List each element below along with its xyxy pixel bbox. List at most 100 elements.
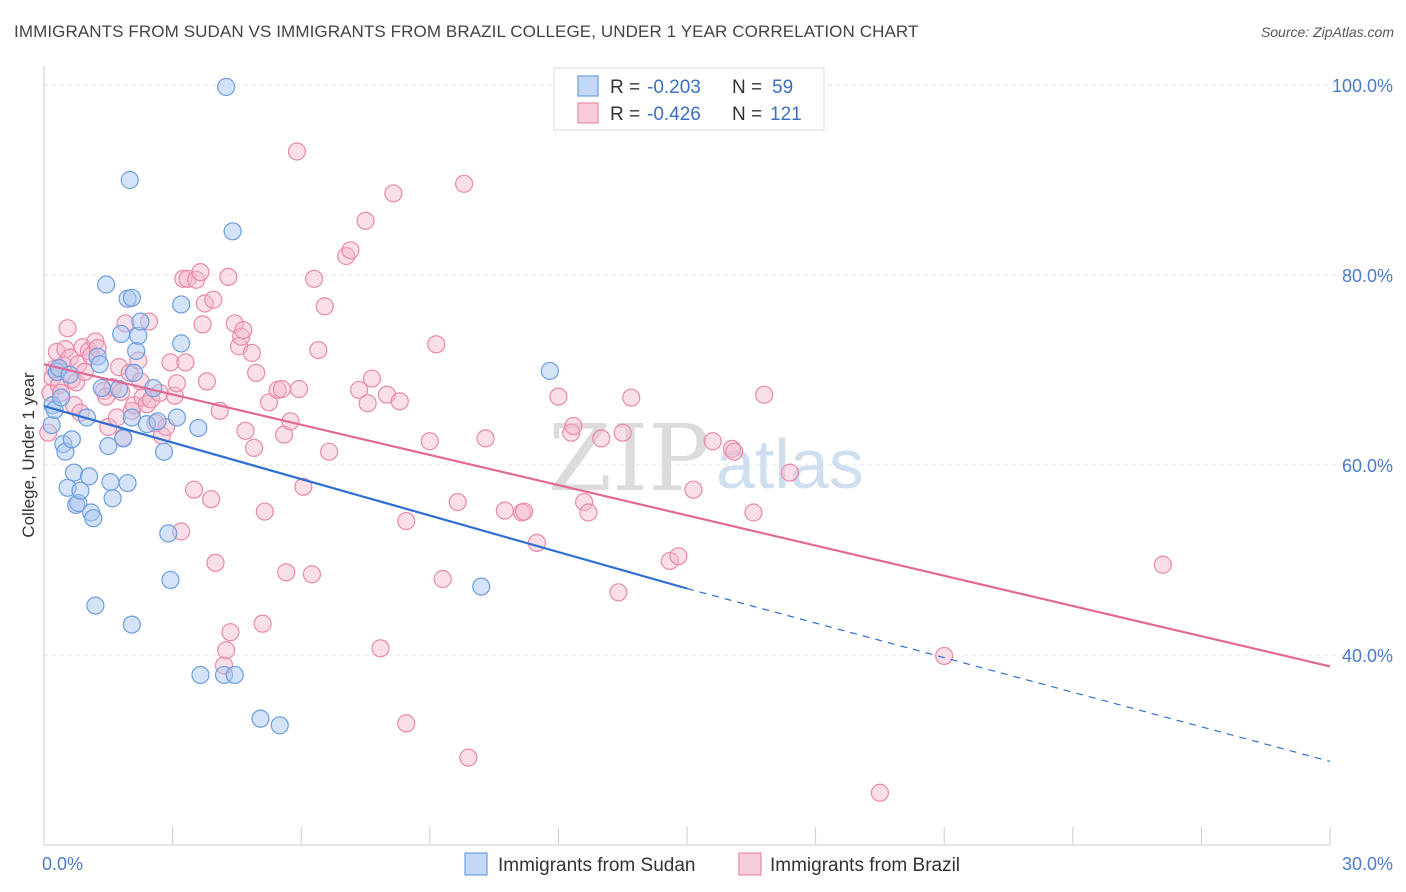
data-point-brazil [669, 547, 688, 566]
data-point-sudan [109, 379, 129, 399]
data-point-brazil [195, 294, 214, 313]
data-point-brazil [304, 269, 324, 288]
data-point-brazil [255, 502, 274, 521]
data-point-brazil [564, 416, 583, 436]
y-tick-label: 40.0% [1342, 646, 1393, 666]
data-point-brazil [197, 372, 216, 391]
data-point-brazil [277, 563, 296, 582]
data-point-brazil [755, 385, 774, 404]
data-point-brazil [780, 463, 799, 482]
data-point-brazil [684, 480, 703, 499]
trendline-sudan [43, 405, 688, 590]
data-point-brazil [217, 641, 236, 660]
data-point-sudan [154, 442, 174, 461]
legend-bottom-label-brazil: Immigrants from Brazil [770, 855, 960, 876]
data-point-brazil [161, 353, 180, 372]
data-point-sudan [97, 275, 116, 294]
data-point-brazil [515, 502, 534, 521]
data-point-brazil [454, 174, 474, 193]
data-point-sudan [172, 295, 191, 314]
trendlines [43, 363, 1331, 762]
data-point-brazil [703, 432, 722, 451]
data-point-brazil [562, 423, 581, 442]
data-point-brazil [935, 646, 954, 666]
data-point-brazil [315, 297, 334, 316]
data-point-sudan [122, 408, 141, 427]
legend-swatch-brazil [577, 102, 599, 124]
trendline-sudan-extension [686, 587, 1331, 762]
data-point-sudan [540, 361, 559, 381]
data-point-brazil [384, 184, 403, 203]
x-tick-label: 30.0% [1342, 854, 1393, 874]
chart-source: Source: ZipAtlas.com [1260, 24, 1394, 40]
data-point-sudan [124, 363, 144, 382]
data-point-brazil [575, 492, 594, 512]
legend-r-label: R = [610, 77, 640, 98]
data-point-brazil [191, 263, 210, 282]
data-point-brazil [289, 379, 309, 399]
data-point-brazil [247, 363, 266, 382]
data-point-brazil [397, 511, 416, 531]
data-point-brazil [397, 714, 416, 733]
data-point-sudan [120, 170, 139, 190]
data-point-brazil [234, 321, 253, 340]
data-point-brazil [722, 439, 742, 458]
data-point-brazil [613, 423, 632, 442]
data-point-brazil [302, 565, 322, 584]
data-point-sudan [148, 412, 167, 431]
data-point-brazil [744, 503, 763, 522]
data-point-brazil [448, 492, 467, 512]
y-tick-label: 100.0% [1332, 76, 1393, 96]
data-point-sudan [114, 429, 133, 448]
data-point-brazil [592, 429, 611, 448]
y-tick-label: 60.0% [1342, 456, 1393, 476]
data-point-sudan [103, 489, 122, 508]
data-point-sudan [131, 312, 150, 331]
data-point-brazil [259, 393, 279, 412]
trendline-brazil [43, 363, 1331, 668]
data-point-brazil [176, 353, 195, 372]
data-point-brazil [232, 327, 251, 346]
data-point-sudan [118, 473, 137, 493]
data-point-sudan [217, 77, 236, 97]
data-point-brazil [356, 211, 375, 230]
data-point-sudan [127, 341, 146, 361]
watermark: ZIP atlas [548, 405, 864, 512]
legend-n-label: N = [732, 77, 762, 98]
data-point-brazil [609, 583, 628, 602]
data-point-brazil [309, 340, 328, 360]
legend-top: R = -0.203 N = 59 R = -0.426 N = 121 [553, 67, 825, 131]
x-tick-labels: 0.0% 30.0% [42, 854, 1393, 874]
data-point-brazil [459, 748, 478, 767]
data-point-brazil [219, 267, 238, 286]
data-point-brazil [272, 379, 292, 399]
data-point-brazil [371, 639, 390, 658]
points-brazil [39, 142, 1172, 802]
data-point-sudan [122, 615, 141, 634]
legend-n-value: 59 [772, 77, 793, 98]
data-point-sudan [101, 473, 120, 492]
data-point-sudan [84, 509, 103, 528]
data-point-brazil [202, 490, 221, 509]
data-point-brazil [362, 369, 382, 388]
data-point-sudan [71, 481, 90, 500]
data-point-brazil [622, 388, 641, 407]
data-point-brazil [725, 442, 744, 461]
data-point-brazil [184, 480, 204, 499]
data-point-brazil [287, 142, 307, 161]
data-point-brazil [206, 553, 225, 572]
data-point-brazil [1153, 555, 1172, 574]
data-point-sudan [64, 463, 84, 482]
legend-r-value: -0.203 [647, 77, 701, 98]
data-point-sudan [112, 324, 131, 343]
legend-bottom-label-sudan: Immigrants from Sudan [498, 855, 695, 876]
data-point-brazil [579, 503, 598, 522]
data-point-brazil [244, 438, 264, 457]
data-point-sudan [99, 436, 118, 456]
legend-n-value: 121 [770, 104, 802, 125]
x-tick-label: 0.0% [42, 854, 83, 874]
data-point-brazil [174, 269, 193, 288]
data-point-brazil [253, 614, 272, 633]
data-point-sudan [172, 334, 191, 353]
data-point-sudan [223, 222, 242, 241]
